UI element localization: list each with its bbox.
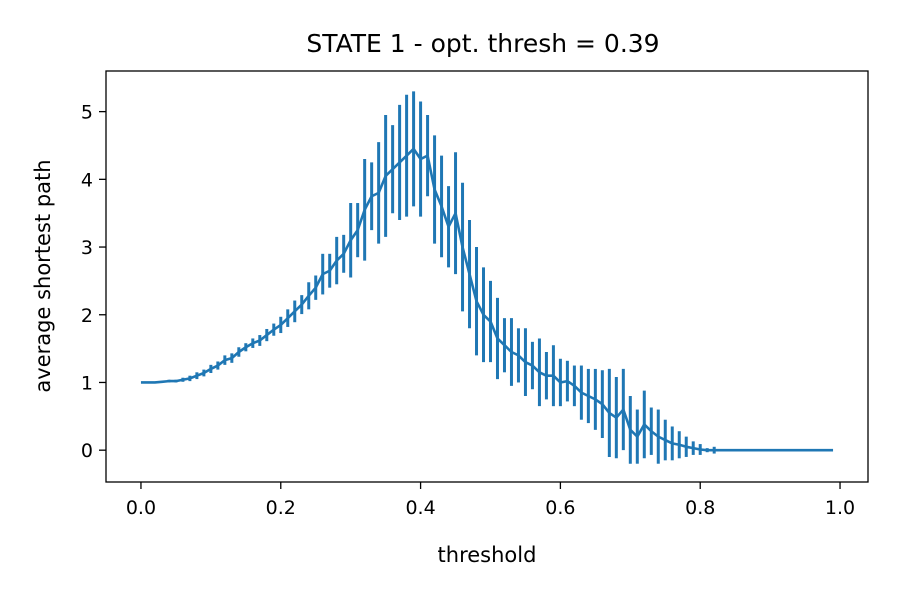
x-axis: 0.0 0.2 0.4 0.6 0.8 1.0 [126,482,855,519]
y-tick-label: 4 [81,169,93,191]
y-tick-label: 0 [81,440,93,462]
x-tick-label: 0.4 [405,497,435,519]
y-axis-label: average shortest path [31,159,55,392]
x-axis-label: threshold [438,543,537,567]
plot-frame [105,70,869,483]
y-tick-label: 1 [81,372,93,394]
y-tick-label: 3 [81,237,93,259]
y-axis: 0 1 2 3 4 5 [81,102,106,462]
x-tick-label: 0.2 [266,497,296,519]
series-line [140,147,834,452]
x-tick-label: 0.8 [685,497,715,519]
y-tick-label: 2 [81,305,93,327]
x-tick-label: 0.0 [126,497,156,519]
y-tick-label: 5 [81,102,93,124]
chart-title: STATE 1 - opt. thresh = 0.39 [306,29,659,58]
plot-marks [140,91,834,464]
x-tick-label: 1.0 [825,497,855,519]
x-tick-label: 0.6 [545,497,575,519]
